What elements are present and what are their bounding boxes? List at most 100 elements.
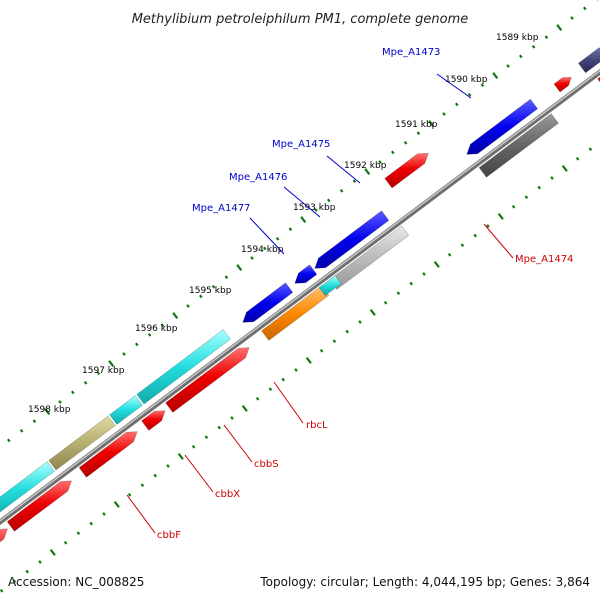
minor-tick [422,272,426,276]
minor-tick [383,300,388,305]
kbp-tick-label: 1590 kbp [445,75,488,85]
gene-cbbs [109,395,143,425]
gene-cbbx [48,415,116,471]
minor-tick [455,102,459,107]
minor-tick [583,6,587,11]
minor-tick [550,176,554,180]
minor-tick [224,275,229,280]
major-tick [113,500,120,508]
minor-tick [135,342,139,347]
minor-tick [319,348,324,353]
minor-tick [204,435,209,440]
map-title: Methylibium petroleiphilum PM1, complete… [132,12,469,27]
minor-tick [230,416,234,420]
minor-tick [473,233,477,238]
label-cbbf: cbbF [157,530,181,541]
label-mpe_a1473: Mpe_A1473 [382,47,440,58]
minor-tick [0,588,4,593]
minor-tick [127,492,132,497]
gene-blue-mid [314,210,390,269]
major-tick [300,216,307,224]
kbp-tick-label: 1596 kbp [135,324,178,334]
gene-blue-lower [242,282,294,323]
minor-tick [153,473,157,478]
minor-tick [511,204,516,209]
minor-tick [250,256,254,260]
leader-line [436,73,472,99]
minor-tick [263,246,267,251]
minor-tick [96,371,101,376]
minor-tick [58,400,62,404]
minor-tick [7,438,11,443]
major-tick [492,72,499,80]
major-tick [44,408,51,416]
minor-tick [140,483,145,488]
minor-tick [460,243,465,248]
gene-red-small [141,410,166,431]
major-tick [236,264,243,272]
label-mpe_a1474: Mpe_A1474 [515,254,573,265]
label-rbcl: rbcL [306,420,328,431]
gene-red-mid [78,431,138,478]
minor-tick [160,323,165,328]
minor-tick [480,83,485,88]
leader-line [184,454,214,493]
major-tick [428,120,435,128]
major-tick [497,212,504,220]
kbp-tick-label: 1595 kbp [189,286,232,296]
minor-tick [467,92,472,97]
major-tick [49,548,56,556]
label-cbbs: cbbS [254,459,279,470]
major-tick [369,308,376,316]
gene-mpe-a1476 [294,264,318,284]
genome-backbone [0,68,600,526]
gene-navy-edge [577,47,600,74]
kbp-tick-label: 1592 kbp [344,161,387,171]
minor-tick [396,291,401,296]
leader-line [249,217,285,255]
minor-tick [89,521,93,526]
minor-tick [339,188,344,193]
major-tick [556,24,563,32]
label-mpe_a1475: Mpe_A1475 [272,139,330,150]
minor-tick [166,464,170,468]
minor-tick [409,281,413,286]
minor-tick [294,368,298,372]
label-mpe_a1477: Mpe_A1477 [192,203,250,214]
major-tick [305,356,312,364]
minor-tick [332,339,337,344]
gene-blue-upper [466,98,539,155]
gene-red-outer-top [553,76,572,93]
minor-tick [416,131,421,136]
minor-tick [211,284,216,289]
label-cbbx: cbbX [215,489,240,500]
accession-text: Accession: NC_008825 [8,575,144,589]
minor-tick [147,332,152,337]
kbp-tick-label: 1593 kbp [293,203,336,213]
minor-tick [544,35,549,40]
minor-tick [391,150,395,155]
minor-tick [288,227,293,232]
minor-tick [275,236,280,241]
leader-line [223,424,253,463]
minor-tick [519,54,523,59]
major-tick [433,260,440,268]
gene-rbcl [165,347,250,413]
minor-tick [531,44,536,49]
minor-tick [570,16,574,20]
label-mpe_a1476: Mpe_A1476 [229,172,287,183]
leader-line [326,155,361,184]
minor-tick [281,377,285,382]
gene-red-lower [6,480,73,532]
minor-tick [403,140,408,145]
major-tick [172,312,179,320]
minor-tick [575,156,580,161]
leader-line [126,494,156,534]
gene-features [0,47,600,543]
minor-tick [32,419,37,424]
minor-tick [38,560,42,564]
minor-tick [537,185,541,190]
minor-tick [19,428,24,433]
